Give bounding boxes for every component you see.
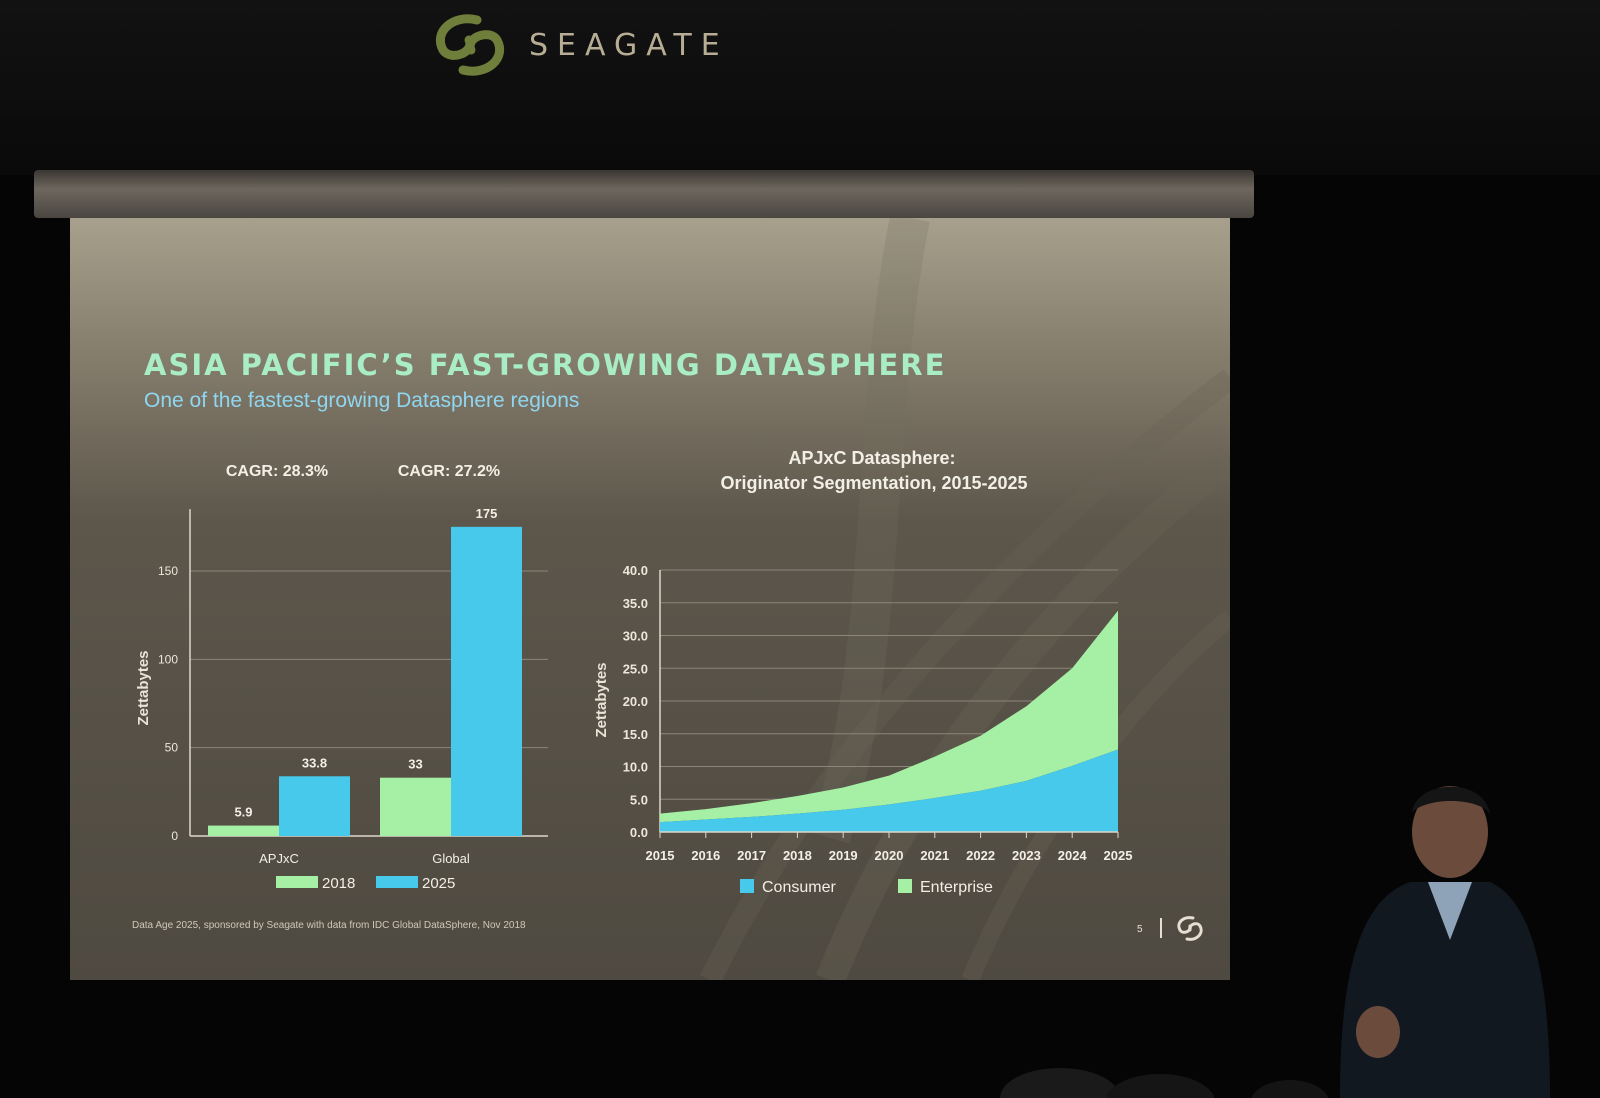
- area-consumer: [660, 749, 1118, 832]
- area-x-tick-label: 2023: [1012, 848, 1041, 863]
- legend-swatch-consumer: [740, 879, 754, 893]
- area-x-tick-label: 2015: [646, 848, 675, 863]
- bar-y-tick-label: 0: [171, 829, 178, 843]
- area-x-tick-label: 2019: [829, 848, 858, 863]
- area-y-tick-label: 30.0: [623, 629, 648, 644]
- stage-backdrop: [0, 0, 1600, 175]
- cagr-annotation: CAGR: 27.2%: [398, 463, 500, 480]
- area-x-tick-label: 2022: [966, 848, 995, 863]
- legend-label-2025: 2025: [422, 875, 455, 892]
- bar-category-label: Global: [432, 851, 470, 866]
- bar-category-label: APJxC: [259, 851, 299, 866]
- brand-name: SEAGATE: [529, 27, 729, 63]
- area-x-tick-label: 2024: [1058, 848, 1088, 863]
- area-y-tick-label: 25.0: [623, 661, 648, 676]
- projector-screen: ASIA PACIFIC’S FAST-GROWING DATASPHERE O…: [70, 218, 1230, 980]
- audience-silhouettes: [1000, 1068, 1329, 1098]
- legend-swatch-2018: [276, 876, 318, 888]
- area-y-tick-label: 35.0: [623, 596, 648, 611]
- slide-subtitle: One of the fastest-growing Datasphere re…: [144, 389, 580, 412]
- area-y-tick-label: 40.0: [623, 563, 648, 578]
- legend-label-2018: 2018: [322, 875, 355, 892]
- area-y-tick-label: 5.0: [630, 792, 648, 807]
- bar-y-tick-label: 150: [158, 564, 178, 578]
- seagate-banner: SEAGATE: [425, 10, 729, 80]
- seagate-logo-icon: [435, 14, 505, 76]
- area-x-tick-label: 2020: [875, 848, 904, 863]
- page-number: 5: [1137, 924, 1143, 935]
- area-y-tick-label: 15.0: [623, 727, 648, 742]
- seagate-slide-logo-icon: [1177, 916, 1203, 941]
- presenter-silhouette: [1340, 786, 1550, 1098]
- cagr-annotation: CAGR: 28.3%: [226, 463, 328, 480]
- slide-background-swirls: [700, 218, 1230, 980]
- area-enterprise: [660, 610, 1118, 823]
- area-x-tick-label: 2018: [783, 848, 812, 863]
- bar-global-2018: [380, 777, 451, 836]
- area-x-tick-label: 2017: [737, 848, 766, 863]
- bar-y-tick-label: 100: [158, 652, 178, 666]
- bar-apjxc-2025: [279, 776, 350, 836]
- area-x-tick-label: 2021: [920, 848, 949, 863]
- legend-swatch-enterprise: [898, 879, 912, 893]
- area-y-tick-label: 0.0: [630, 825, 648, 840]
- charts-canvas: 0 50 100 150 Zettabytes 5.9 33.8 APJxC CAGR: 28.…: [135, 448, 1133, 896]
- area-y-tick-label: 20.0: [623, 694, 648, 709]
- legend-label-enterprise: Enterprise: [920, 879, 993, 896]
- projector-screen-case: [34, 170, 1254, 218]
- slide-title: ASIA PACIFIC’S FAST-GROWING DATASPHERE: [144, 348, 947, 382]
- legend-swatch-2025: [376, 876, 418, 888]
- legend-label-consumer: Consumer: [762, 879, 836, 896]
- area-y-axis-label: Zettabytes: [593, 662, 610, 737]
- bar-y-tick-label: 50: [165, 741, 179, 755]
- area-x-tick-label: 2016: [691, 848, 720, 863]
- area-chart-title: APJxC Datasphere:: [788, 448, 955, 468]
- bar-y-axis-label: Zettabytes: [135, 650, 152, 725]
- area-chart-subtitle: Originator Segmentation, 2015-2025: [720, 473, 1027, 493]
- area-y-tick-label: 10.0: [623, 760, 648, 775]
- bar-apjxc-2018: [208, 825, 279, 836]
- bar-data-label: 5.9: [234, 805, 252, 820]
- bar-data-label: 33.8: [302, 755, 327, 770]
- source-footnote: Data Age 2025, sponsored by Seagate with…: [132, 920, 526, 931]
- bar-data-label: 175: [476, 506, 498, 521]
- bar-global-2025: [451, 526, 522, 836]
- page-separator: [1160, 918, 1162, 938]
- area-x-tick-label: 2025: [1104, 848, 1133, 863]
- bar-data-label: 33: [408, 757, 422, 772]
